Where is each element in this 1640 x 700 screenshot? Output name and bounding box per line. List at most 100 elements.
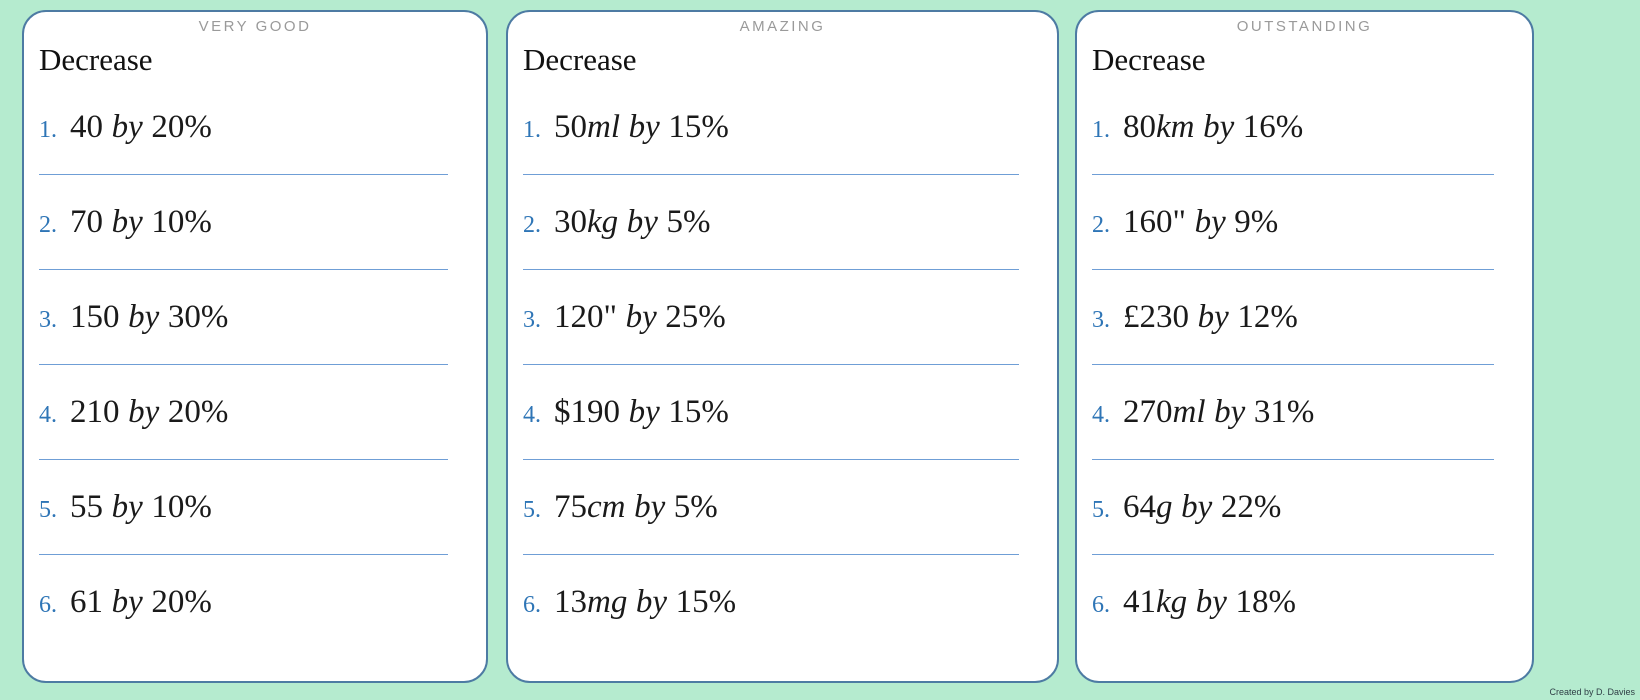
- by-word: by: [128, 394, 160, 430]
- amount-value: 270: [1123, 394, 1173, 430]
- problem-number: 2.: [1092, 212, 1110, 238]
- problem-text: 61 by 20%: [70, 584, 212, 620]
- difficulty-label: VERY GOOD: [198, 18, 312, 35]
- by-word: by: [628, 109, 660, 145]
- creator-credit: Created by D. Davies: [1549, 687, 1635, 697]
- problem-text: 160" by 9%: [1123, 204, 1278, 240]
- problem-row: 5. 55 by 10%: [39, 460, 486, 555]
- by-word: by: [634, 489, 666, 525]
- problem-text: 270ml by 31%: [1123, 394, 1314, 430]
- percent-value: 10%: [151, 204, 212, 240]
- card-title: Decrease: [523, 42, 637, 77]
- problem-number: 4.: [1092, 402, 1110, 428]
- problem-number: 1.: [523, 117, 541, 143]
- problem-row: 3. £230 by 12%: [1092, 270, 1532, 365]
- percent-value: 16%: [1242, 109, 1304, 145]
- problem-list: 1. 50ml by 15% 2. 30kg by 5% 3. 120" by 25% 4. $19…: [523, 80, 1057, 650]
- amount-unit: ": [603, 299, 617, 335]
- by-word: by: [628, 394, 660, 430]
- difficulty-card-amazing: AMAZING Decrease 1. 50ml by 15% 2. 30kg by 5% …: [506, 10, 1059, 683]
- problem-row: 4. 270ml by 31%: [1092, 365, 1532, 460]
- problem-row: 3. 150 by 30%: [39, 270, 486, 365]
- percent-value: 31%: [1253, 394, 1315, 430]
- percent-value: 20%: [167, 394, 229, 430]
- problem-text: 80km by 16%: [1123, 109, 1303, 145]
- problem-text: 13mg by 15%: [554, 584, 736, 620]
- difficulty-label: AMAZING: [739, 18, 826, 35]
- percent-value: 30%: [167, 299, 229, 335]
- amount-value: 190: [570, 394, 621, 430]
- problem-number: 4.: [39, 402, 57, 428]
- problem-text: £230 by 12%: [1123, 299, 1298, 335]
- problem-number: 2.: [39, 212, 57, 238]
- by-word: by: [1181, 489, 1213, 525]
- amount-unit: ml: [1172, 394, 1206, 430]
- amount-unit: kg: [1156, 584, 1188, 620]
- by-word: by: [1214, 394, 1246, 430]
- percent-value: 15%: [675, 584, 737, 620]
- by-word: by: [111, 204, 143, 240]
- by-word: by: [1195, 584, 1227, 620]
- problem-row: 2. 70 by 10%: [39, 175, 486, 270]
- problem-number: 6.: [523, 592, 541, 618]
- amount-value: 230: [1139, 299, 1190, 335]
- by-word: by: [626, 204, 658, 240]
- problem-number: 2.: [523, 212, 541, 238]
- amount-value: 61: [70, 584, 103, 620]
- problem-number: 3.: [39, 307, 57, 333]
- amount-value: 70: [70, 204, 103, 240]
- problem-number: 1.: [39, 117, 57, 143]
- problem-text: 120" by 25%: [554, 299, 726, 335]
- problem-row: 6. 61 by 20%: [39, 555, 486, 650]
- difficulty-card-outstanding: OUTSTANDING Decrease 1. 80km by 16% 2. 160" b…: [1075, 10, 1534, 683]
- amount-unit: cm: [587, 489, 626, 525]
- problem-number: 6.: [39, 592, 57, 618]
- percent-value: 25%: [665, 299, 726, 335]
- problem-list: 1. 40 by 20% 2. 70 by 10% 3. 150 by 30% 4. 210 by 20…: [39, 80, 486, 650]
- amount-value: 80: [1123, 109, 1156, 145]
- amount-value: 40: [70, 109, 103, 145]
- amount-value: 160: [1123, 204, 1173, 240]
- problem-list: 1. 80km by 16% 2. 160" by 9% 3. £230 by 12% 4. 270…: [1092, 80, 1532, 650]
- amount-value: 55: [70, 489, 103, 525]
- amount-unit: kg: [587, 204, 619, 240]
- percent-value: 5%: [666, 204, 711, 240]
- percent-value: 18%: [1235, 584, 1296, 620]
- card-title: Decrease: [39, 42, 153, 77]
- problem-row: 6. 41kg by 18%: [1092, 555, 1532, 650]
- problem-text: 55 by 10%: [70, 489, 212, 525]
- problem-row: 1. 50ml by 15%: [523, 80, 1057, 175]
- by-word: by: [635, 584, 668, 620]
- percent-value: 12%: [1237, 299, 1298, 335]
- problem-text: $190 by 15%: [554, 394, 729, 430]
- by-word: by: [1194, 204, 1226, 240]
- amount-value: 210: [70, 394, 120, 430]
- difficulty-card-very-good: VERY GOOD Decrease 1. 40 by 20% 2. 70 by 10% 3…: [22, 10, 488, 683]
- amount-value: 41: [1123, 584, 1156, 620]
- problem-number: 6.: [1092, 592, 1110, 618]
- problem-number: 5.: [39, 497, 57, 523]
- problem-row: 4. 210 by 20%: [39, 365, 486, 460]
- amount-unit: g: [1156, 489, 1173, 525]
- difficulty-label: OUTSTANDING: [1236, 18, 1373, 35]
- percent-value: 15%: [668, 109, 729, 145]
- amount-value: 120: [554, 299, 604, 335]
- problem-row: 6. 13mg by 15%: [523, 555, 1057, 650]
- problem-text: 41kg by 18%: [1123, 584, 1296, 620]
- percent-value: 9%: [1234, 204, 1279, 240]
- by-word: by: [1197, 299, 1229, 335]
- problem-text: 64g by 22%: [1123, 489, 1281, 525]
- problem-row: 5. 75cm by 5%: [523, 460, 1057, 555]
- amount-unit: mg: [587, 584, 628, 620]
- by-word: by: [111, 584, 143, 620]
- problem-text: 30kg by 5%: [554, 204, 710, 240]
- amount-unit: km: [1156, 109, 1195, 145]
- problem-number: 3.: [523, 307, 541, 333]
- by-word: by: [1203, 109, 1235, 145]
- problem-text: 40 by 20%: [70, 109, 212, 145]
- currency-prefix: $: [554, 394, 571, 430]
- problem-number: 5.: [523, 497, 541, 523]
- problem-row: 2. 160" by 9%: [1092, 175, 1532, 270]
- amount-value: 50: [554, 109, 587, 145]
